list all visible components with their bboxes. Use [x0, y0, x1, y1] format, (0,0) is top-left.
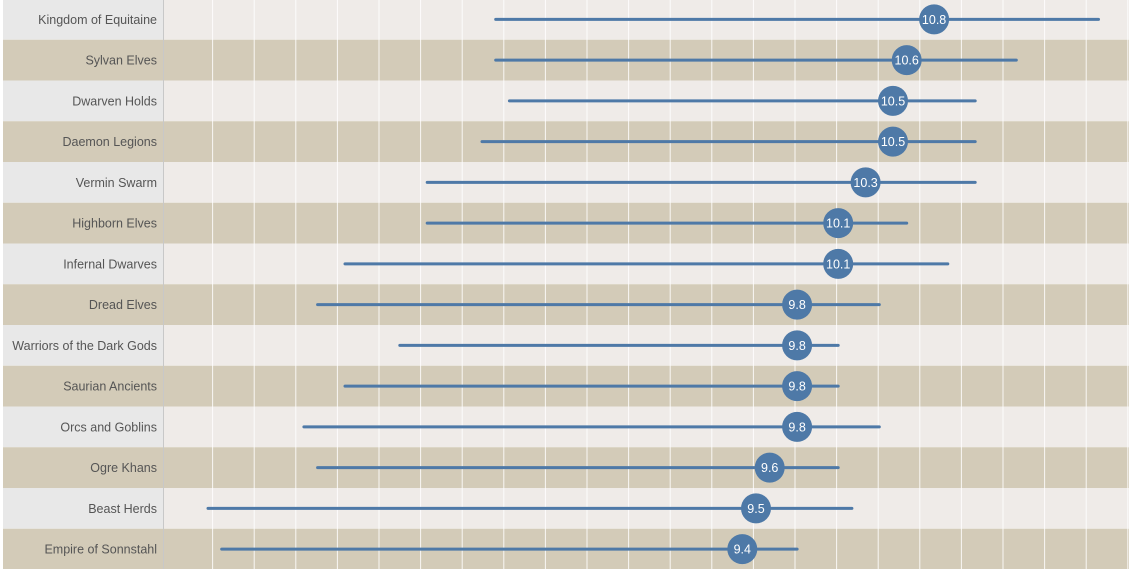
mean-value-label: 10.6 — [895, 54, 919, 68]
gridlines — [163, 0, 1129, 569]
row-label: Dread Elves — [89, 298, 157, 312]
mean-dot — [891, 45, 922, 76]
row-label-cell — [3, 447, 163, 488]
mean-value-label: 10.8 — [922, 13, 946, 27]
mean-value-label: 10.1 — [826, 257, 850, 271]
row-label: Ogre Khans — [90, 461, 157, 475]
mean-value-label: 9.8 — [788, 420, 805, 434]
row-label: Vermin Swarm — [76, 176, 157, 190]
row-label: Orcs and Goblins — [60, 420, 157, 434]
row-label-cell — [3, 325, 163, 366]
mean-dot — [850, 167, 881, 198]
mean-value-label: 9.8 — [788, 380, 805, 394]
row-label-cell — [3, 80, 163, 122]
mean-dot — [782, 371, 813, 402]
row-label-cell — [3, 162, 163, 203]
row-label-cell — [3, 488, 163, 529]
mean-value-label: 10.5 — [881, 135, 905, 149]
row-label-cell — [3, 284, 163, 325]
row-label-cell — [3, 365, 163, 407]
row-label: Sylvan Elves — [85, 54, 157, 68]
mean-value-label: 9.6 — [761, 461, 778, 475]
row-label-cell — [3, 243, 163, 285]
mean-value-label: 10.5 — [881, 94, 905, 108]
row-label-cell — [3, 121, 163, 162]
mean-dot — [878, 126, 908, 157]
row-label: Infernal Dwarves — [63, 257, 157, 271]
row-label: Dwarven Holds — [72, 94, 157, 108]
mean-dot — [782, 330, 813, 361]
row-label: Highborn Elves — [72, 217, 157, 231]
mean-value-label: 9.8 — [788, 339, 805, 353]
mean-dot — [823, 208, 854, 239]
row-label-cell — [3, 406, 163, 448]
mean-value-label: 9.4 — [734, 543, 751, 557]
row-label-cell — [3, 528, 163, 569]
mean-value-label: 10.1 — [826, 217, 850, 231]
mean-dot — [919, 4, 950, 35]
mean-dots: 10.8 10.6 10.5 10.5 10.3 10.1 10.1 9.8 9.8 9.8 9.8… — [727, 4, 950, 565]
mean-value-label: 10.3 — [853, 176, 877, 190]
row-label: Beast Herds — [88, 502, 157, 516]
mean-dot — [782, 289, 813, 320]
row-label: Daemon Legions — [62, 135, 157, 149]
mean-dot — [782, 411, 813, 442]
label-panel — [3, 0, 163, 569]
row-label: Empire of Sonnstahl — [44, 543, 157, 557]
mean-dot — [754, 452, 785, 483]
row-labels: Kingdom of Equitaine Sylvan Elves Dwarven … — [12, 13, 157, 557]
row-bands — [164, 0, 1129, 569]
row-label-cell — [3, 0, 163, 40]
mean-dot — [878, 85, 908, 116]
row-label: Warriors of the Dark Gods — [12, 339, 157, 353]
mean-dot — [727, 534, 758, 565]
mean-value-label: 9.5 — [747, 502, 764, 516]
mean-dot — [741, 493, 771, 524]
row-label: Saurian Ancients — [63, 380, 157, 394]
mean-value-label: 9.8 — [788, 298, 805, 312]
row-label-cell — [3, 39, 163, 81]
row-label-cell — [3, 202, 163, 244]
row-label: Kingdom of Equitaine — [38, 13, 157, 27]
mean-dot — [823, 248, 854, 279]
